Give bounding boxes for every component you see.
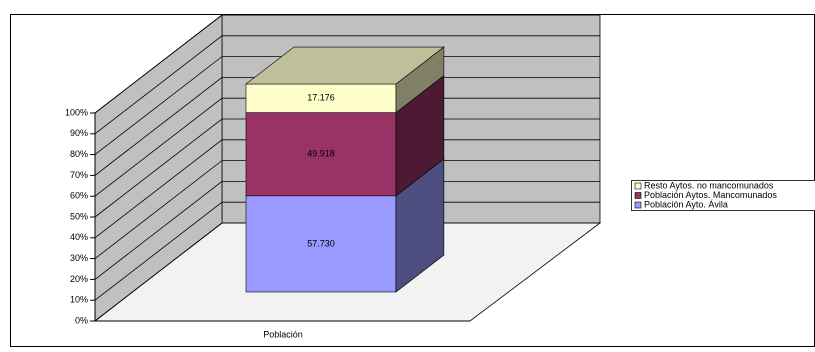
grid-line [94, 56, 600, 155]
y-tick-label: 60% [70, 191, 88, 201]
legend-swatch [634, 201, 642, 209]
legend-label: Resto Aytos. no mancomunados [644, 180, 774, 190]
grid-line [94, 35, 600, 135]
grid-line [94, 201, 600, 301]
grid-line [94, 118, 600, 218]
grid-line [94, 222, 600, 322]
grid-line [94, 139, 600, 239]
y-tick-label: 40% [70, 232, 88, 242]
grid-line [94, 180, 600, 280]
legend-swatch [634, 192, 642, 199]
data-label: 57.730 [307, 238, 335, 248]
grid-line [94, 77, 600, 176]
data-label: 49.918 [307, 149, 335, 159]
data-label: 17.176 [307, 93, 335, 103]
y-tick-label: 10% [70, 295, 88, 305]
legend-label: Población Ayto. Ávila [644, 199, 728, 209]
legend-label: Población Aytos. Mancomunados [644, 190, 777, 200]
legend-swatch [634, 182, 642, 190]
bar-top [245, 46, 445, 85]
grid-line [94, 160, 600, 259]
bar-front [245, 112, 397, 197]
grid: 0% 10% 20% 30% 40% 50% 60% 70% 80% 90% 100% [65, 14, 600, 325]
bar-front [245, 195, 397, 293]
y-tick-label: 50% [70, 211, 88, 221]
grid-line [94, 14, 600, 114]
y-tick-label: 20% [70, 274, 88, 284]
y-tick-label: 90% [70, 128, 88, 138]
y-tick-label: 80% [70, 149, 88, 159]
legend-box [631, 180, 815, 211]
bar-front [245, 83, 397, 113]
x-tick-label: Población [263, 329, 303, 339]
y-tick-label: 0% [75, 315, 88, 325]
grid-line [94, 97, 600, 197]
y-tick-label: 70% [70, 170, 88, 180]
y-tick-label: 30% [70, 253, 88, 263]
bars: Población 57.730 49.918 17.176 [245, 46, 445, 339]
y-tick-label: 100% [65, 107, 88, 117]
